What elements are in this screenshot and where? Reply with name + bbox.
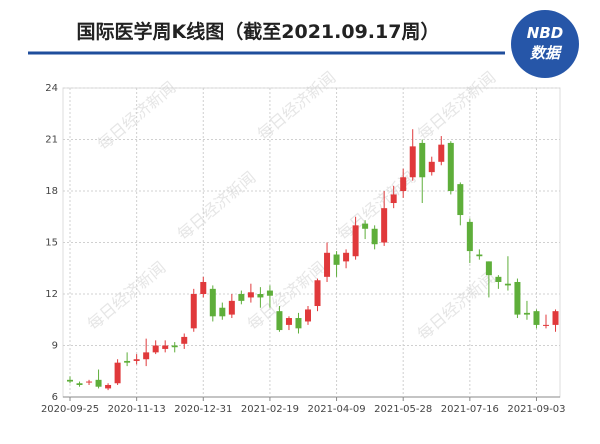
y-tick-label: 6 <box>52 392 58 403</box>
candle-body <box>381 208 388 243</box>
candle-body <box>314 280 321 307</box>
candle-body <box>495 276 502 282</box>
candle-body <box>305 309 311 322</box>
y-tick-label: 15 <box>45 238 58 249</box>
x-tick-label: 2020-11-13 <box>108 404 166 415</box>
candle-body <box>343 252 350 262</box>
y-tick-label: 24 <box>45 83 58 94</box>
candle-body <box>276 311 283 331</box>
x-tick-label: 2021-07-16 <box>441 404 499 415</box>
candle-body <box>124 360 131 363</box>
candle-body <box>181 336 188 344</box>
candle-body <box>219 307 226 317</box>
x-tick-label: 2021-02-19 <box>241 404 299 415</box>
chart-title: 国际医学周K线图（截至2021.09.17周） <box>77 20 440 43</box>
candle-body <box>390 194 397 204</box>
candle-body <box>76 383 83 385</box>
candle-body <box>428 161 435 173</box>
candle-body <box>143 352 150 360</box>
candle-body <box>324 252 331 277</box>
candle-body <box>105 384 112 389</box>
candle-body <box>86 381 93 383</box>
candle-body <box>247 292 254 298</box>
watermark: 每日经济新闻 <box>414 68 500 144</box>
watermark: 每日经济新闻 <box>254 68 340 144</box>
candle-body <box>133 359 140 361</box>
candle-body <box>371 228 378 245</box>
logo-bottom: 数据 <box>530 44 563 62</box>
candle-body <box>457 184 464 216</box>
y-tick-label: 9 <box>52 341 58 352</box>
candle-body <box>238 294 245 301</box>
y-tick-label: 18 <box>45 186 58 197</box>
candle-body <box>533 311 540 325</box>
x-tick-label: 2021-04-09 <box>307 404 365 415</box>
candle-body <box>257 294 264 298</box>
candle-body <box>476 254 483 257</box>
candle-body <box>552 311 559 325</box>
candle-body <box>266 290 273 296</box>
y-tick-label: 12 <box>45 289 58 300</box>
candle-body <box>504 283 511 286</box>
candle-body <box>162 345 169 349</box>
watermark: 每日经济新闻 <box>84 258 170 334</box>
x-tick-label: 2021-05-28 <box>374 404 432 415</box>
candle-body <box>114 362 121 384</box>
watermark: 每日经济新闻 <box>414 268 500 344</box>
x-tick-label: 2021-09-03 <box>507 404 565 415</box>
candle-body <box>209 288 216 317</box>
candle-body <box>200 281 207 294</box>
candle-body <box>295 318 302 329</box>
y-tick-label: 21 <box>45 135 58 146</box>
candle-body <box>419 142 426 178</box>
candle-body <box>285 318 292 325</box>
logo <box>511 10 579 78</box>
candle-body <box>95 379 102 387</box>
candle-body <box>409 146 416 178</box>
candle-body <box>438 144 445 162</box>
candle-body <box>190 294 197 329</box>
candle-body <box>523 312 530 315</box>
x-tick-label: 2020-09-25 <box>41 404 99 415</box>
x-tick-label: 2020-12-31 <box>174 404 232 415</box>
candle-body <box>447 142 454 191</box>
candle-body <box>543 324 549 326</box>
candle-body <box>67 379 73 382</box>
candle-body <box>514 281 521 315</box>
candle-body <box>171 345 178 348</box>
candle-body <box>333 254 340 265</box>
watermark: 每日经济新闻 <box>174 168 260 244</box>
candle-body <box>362 223 369 229</box>
candle-body <box>466 221 473 252</box>
candle-body <box>352 225 359 257</box>
logo-top: NBD <box>527 24 563 42</box>
candle-body <box>400 177 407 191</box>
candle-body <box>152 345 159 353</box>
candle-body <box>228 300 235 315</box>
candle-body <box>485 261 492 276</box>
